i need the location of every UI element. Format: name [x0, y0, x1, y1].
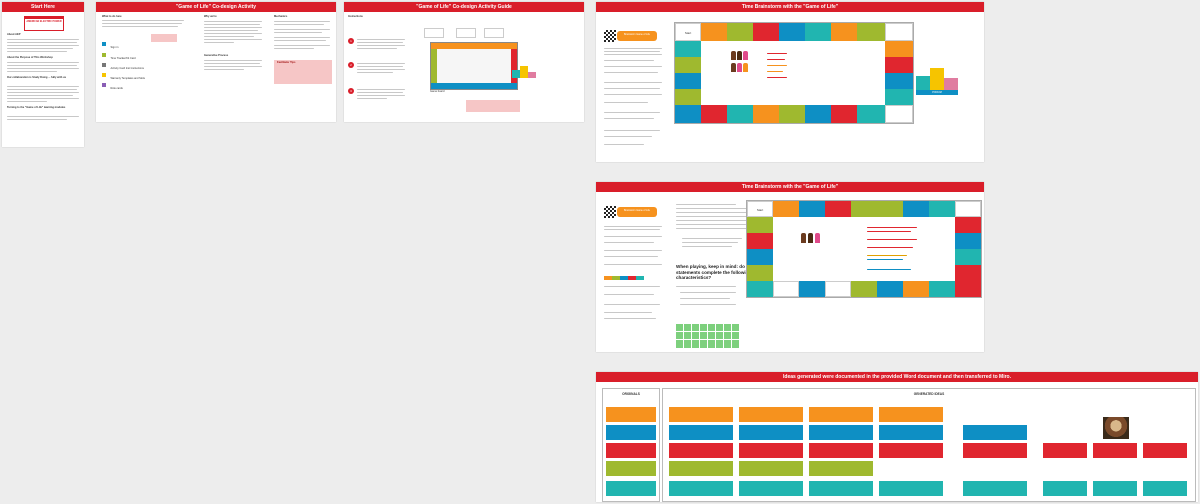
guide-podium	[512, 64, 536, 78]
board1-pawns	[731, 51, 755, 75]
guide-warning-note	[466, 100, 520, 112]
warranty-icon	[102, 72, 106, 77]
sign-in-icon	[102, 41, 106, 46]
about-aep-heading: About AEP	[7, 33, 21, 36]
tool-warranty-label: Warranty Templates and Slots	[110, 77, 145, 80]
brainstorm2-prompt: When playing, keep in mind: do these sta…	[676, 264, 759, 281]
brainstorm2-board: Start	[746, 200, 982, 298]
start-here-title: Start Here	[2, 2, 84, 12]
codesign-col3-head: Mechanics	[274, 15, 288, 18]
originals-head: ORIGINALS	[622, 392, 640, 396]
board1-start: Start	[675, 23, 701, 41]
aep-logo-text: AMERICAN ELECTRIC POWER	[26, 20, 62, 23]
brainstorm1-podium-label: PODIUM	[916, 90, 958, 95]
tool-time-tracker[interactable]: Time Tracker/Kit Card	[102, 46, 136, 64]
overview-heading: Our collaboration is Study Doing ... ful…	[7, 76, 67, 79]
tool-sign-in-label: Sign in	[110, 46, 119, 49]
guide-step-2: 2	[348, 62, 354, 68]
generated-column: GENERATED IDEAS	[662, 388, 1196, 502]
card-icon	[102, 62, 106, 67]
guide-callout-2	[456, 28, 476, 38]
brainstorm1-badge: Brainstorm Game of Life	[604, 30, 660, 43]
guide-board-image	[430, 42, 518, 90]
brainstorm1-title: Time Brainstorm with the "Game of Life"	[596, 2, 984, 12]
brainstorm2-badge: Brainstorm Game of Life	[604, 206, 660, 219]
codesign-roles-head: Generative Process	[204, 54, 229, 57]
codesign-col1-head: What to do here	[102, 15, 122, 18]
workshop-heading: About the Purpose of This Workshop	[7, 56, 53, 59]
guide-step-1: 1	[348, 38, 354, 44]
guide-callout-3	[484, 28, 504, 38]
guide-board-label: Game board	[430, 90, 445, 93]
tool-warranty[interactable]: Warranty Templates and Slots	[102, 66, 145, 84]
guide-callout-1	[424, 28, 444, 38]
facilitator-tips-note: Facilitator Tips	[274, 60, 332, 84]
board2-pawns	[801, 233, 821, 245]
tool-activity-card-label: Activity Card Inst Instructions	[110, 67, 144, 70]
brainstorm1-podium: PODIUM	[916, 68, 960, 95]
tool-activity-card[interactable]: Activity Card Inst Instructions	[102, 56, 144, 74]
tool-callout	[151, 34, 177, 42]
checkered-flag-icon	[604, 30, 616, 42]
brainstorm-panel-2: Time Brainstorm with the "Game of Life" …	[596, 182, 984, 352]
activity-guide-panel: "Game of Life" Co-design Activity Guide …	[344, 2, 584, 122]
checkered-flag-icon-2	[604, 206, 616, 218]
originals-column: ORIGINALS	[602, 388, 660, 502]
tool-time-tracker-label: Time Tracker/Kit Card	[110, 57, 136, 60]
aep-logo: AMERICAN ELECTRIC POWER	[24, 16, 64, 31]
board2-start: Start	[747, 201, 773, 217]
note-heading: Turning to the "Game of Life" learning m…	[7, 106, 66, 109]
start-here-panel: Start Here AMERICAN ELECTRIC POWER About…	[2, 2, 84, 147]
brainstorm2-badge-text: Brainstorm Game of Life	[617, 207, 657, 217]
brainstorm2-color-swatches	[604, 276, 644, 280]
facilitator-tips-title: Facilitator Tips	[277, 61, 296, 64]
codesign-col2-head: Why we're	[204, 15, 217, 18]
guide-step-3: 3	[348, 88, 354, 94]
generated-head: GENERATED IDEAS	[913, 392, 945, 396]
codesign-title: "Game of Life" Co-design Activity	[96, 2, 336, 12]
guide-instructions-head: Instructions	[348, 15, 363, 18]
ideas-panel: Ideas generated were documented in the p…	[596, 372, 1198, 502]
tool-role-cards-label: Role cards	[110, 87, 123, 90]
tracker-icon	[102, 52, 106, 57]
tool-sign-in[interactable]: Sign in	[102, 35, 118, 53]
brainstorm1-badge-text: Brainstorm Game of Life	[617, 31, 657, 41]
idea-photo	[1103, 417, 1129, 439]
codesign-activity-panel: "Game of Life" Co-design Activity What t…	[96, 2, 336, 122]
tool-role-cards[interactable]: Role cards	[102, 76, 123, 94]
role-icon	[102, 82, 106, 87]
guide-title: "Game of Life" Co-design Activity Guide	[344, 2, 584, 12]
brainstorm2-title: Time Brainstorm with the "Game of Life"	[596, 182, 984, 192]
ideas-title: Ideas generated were documented in the p…	[596, 372, 1198, 382]
brainstorm1-board: Start	[674, 22, 914, 124]
brainstorm-panel-1: Time Brainstorm with the "Game of Life" …	[596, 2, 984, 162]
brainstorm2-sticky-grid	[676, 324, 740, 348]
